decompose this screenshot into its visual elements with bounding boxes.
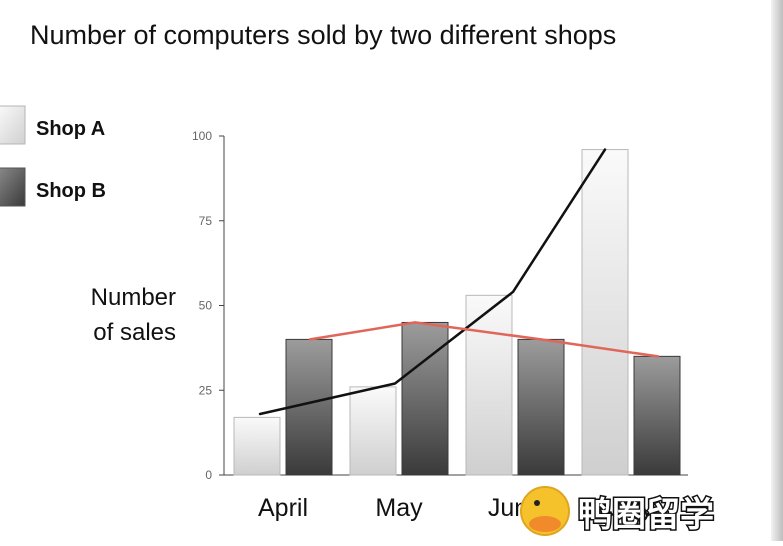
legend-label-shop-a: Shop A xyxy=(36,118,105,140)
bar-shop-a-june xyxy=(465,294,513,476)
y-tick-label: 25 xyxy=(199,383,213,397)
bar-shop-b-june xyxy=(517,338,565,476)
bar-shop-b-july xyxy=(633,355,681,476)
duck-eye-icon xyxy=(534,500,540,506)
legend-label-shop-b: Shop B xyxy=(36,180,106,202)
legend-swatch-shop-a xyxy=(0,105,26,145)
bar-shop-a-april xyxy=(233,416,281,476)
watermark: 鸭圈留学 xyxy=(520,486,716,537)
y-ticks: 0 25 50 75 100 xyxy=(192,129,224,482)
bars xyxy=(233,149,681,476)
bar-shop-a-may xyxy=(349,386,397,476)
x-tick-label-may: May xyxy=(375,494,423,522)
right-edge-strip xyxy=(771,0,783,541)
bar-shop-a-july xyxy=(581,149,629,476)
watermark-text: 鸭圈留学 xyxy=(578,495,714,535)
y-tick-label: 0 xyxy=(205,468,212,482)
x-tick-label-april: April xyxy=(258,494,308,522)
y-tick-label: 75 xyxy=(199,214,213,228)
trend-lines xyxy=(258,148,660,416)
y-axis-label-line-1: Number xyxy=(91,284,176,311)
bar-shop-b-may xyxy=(401,321,449,476)
trend-line-shop-b xyxy=(308,321,660,358)
y-axis-label-line-2: of sales xyxy=(93,319,176,346)
y-tick-label: 50 xyxy=(199,299,213,313)
x-tick-label-july: July xyxy=(609,494,654,522)
y-tick-label: 100 xyxy=(192,129,212,143)
trend-line-shop-a xyxy=(258,148,607,416)
chart-title: Number of computers sold by two differen… xyxy=(30,20,616,50)
legend-swatch-shop-b xyxy=(0,167,26,207)
duck-beak-icon xyxy=(529,516,561,532)
